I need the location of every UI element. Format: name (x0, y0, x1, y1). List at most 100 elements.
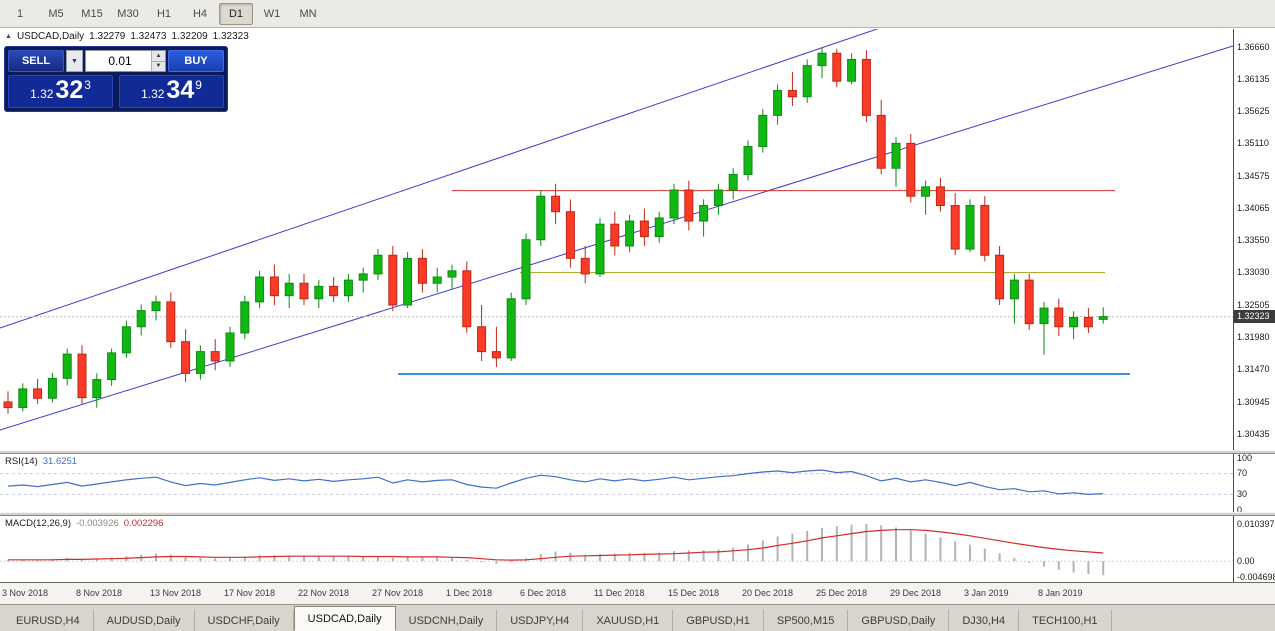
lot-increment-button[interactable]: ▲ (152, 51, 165, 62)
timeframe-button-m30[interactable]: M30 (117, 7, 139, 20)
time-axis-label: 3 Jan 2019 (964, 588, 1009, 598)
trendline-channel-upper[interactable] (0, 27, 881, 329)
collapse-triangle-icon[interactable]: ▲ (5, 33, 12, 40)
timeframe-button-m5[interactable]: M5 (48, 7, 64, 20)
timeframe-button-h4[interactable]: H4 (192, 7, 208, 20)
candle-body (210, 351, 220, 362)
time-axis-label: 8 Nov 2018 (76, 588, 123, 598)
chart-tab-tech100-h1[interactable]: TECH100,H1 (1019, 609, 1112, 631)
price-axis-label: 1.33550 (1237, 234, 1270, 245)
candle-body (47, 377, 57, 399)
candle-body (536, 195, 546, 241)
candle-body (950, 205, 960, 250)
candle-body (551, 195, 561, 213)
price-axis-label: 1.30945 (1237, 396, 1270, 407)
candle-body (225, 332, 235, 362)
time-axis-label: 6 Dec 2018 (520, 588, 567, 598)
one-click-trading-panel: SELL ▼ ▲ ▼ BUY 1.32 32 3 1.32 34 9 (4, 46, 228, 112)
chart-tab-sp500-m15[interactable]: SP500,M15 (764, 609, 849, 631)
price-axis-label: 1.36660 (1237, 41, 1270, 52)
candle-body (773, 90, 783, 116)
candle-body (255, 276, 265, 303)
rsi-axis-label: 0 (1237, 504, 1243, 515)
candle-body (861, 58, 871, 116)
bid-price-display[interactable]: 1.32 32 3 (8, 75, 113, 108)
chart-tab-usdcnh-daily[interactable]: USDCNH,Daily (396, 609, 498, 631)
ask-price-display[interactable]: 1.32 34 9 (119, 75, 224, 108)
timeframe-button-m15[interactable]: M15 (81, 7, 103, 20)
chart-tab-usdjpy-h4[interactable]: USDJPY,H4 (497, 609, 584, 631)
chart-tabs-bar: EURUSD,H4 AUDUSD,Daily USDCHF,Daily USDCAD,… (0, 604, 1275, 631)
candle-body (506, 298, 516, 359)
chart-tab-usdchf-daily[interactable]: USDCHF,Daily (195, 609, 294, 631)
candle-body (269, 276, 279, 297)
ohlc-low: 1.32209 (171, 31, 208, 42)
candle-body (151, 301, 161, 312)
chart-tab-audusd-daily[interactable]: AUDUSD,Daily (94, 609, 195, 631)
lot-size-input[interactable] (86, 53, 165, 69)
candle-body (92, 379, 102, 399)
candle-body (699, 205, 709, 222)
chart-tab-eurusd-h4[interactable]: EURUSD,H4 (3, 609, 94, 631)
macd-signal-line (8, 529, 1104, 561)
buy-button[interactable]: BUY (168, 50, 224, 72)
chart-tab-gbpusd-daily[interactable]: GBPUSD,Daily (848, 609, 950, 631)
chart-title: ▲ USDCAD,Daily 1.32279 1.32473 1.32209 1… (5, 31, 249, 42)
candle-body (891, 142, 901, 169)
timeframe-toolbar: 1 M5 M15 M30 H1 H4 D1 W1 MN (0, 0, 1275, 28)
candle-body (832, 52, 842, 82)
ask-prefix: 1.32 (141, 87, 165, 101)
chart-tab-usdcad-daily[interactable]: USDCAD,Daily (293, 606, 396, 631)
candle-body (77, 353, 87, 399)
timeframe-button-mn[interactable]: MN (299, 7, 317, 20)
candle-body (166, 301, 176, 343)
chart-tab-gbpusd-h1[interactable]: GBPUSD,H1 (673, 609, 764, 631)
panel-splitter[interactable] (0, 512, 1275, 516)
ask-pips: 34 (166, 76, 195, 104)
price-chart-canvas[interactable] (0, 27, 1234, 450)
sell-button[interactable]: SELL (8, 50, 64, 72)
chart-tab-dj30-h4[interactable]: DJ30,H4 (949, 609, 1020, 631)
candle-body (284, 282, 294, 297)
candle-body (1009, 279, 1019, 300)
candle-body (358, 273, 368, 281)
candle-body (965, 205, 975, 250)
macd-panel: MACD(12,26,9) -0.003926 0.002296 (0, 516, 1233, 582)
macd-main-value: -0.003926 (76, 518, 119, 529)
rsi-line (7, 469, 1104, 496)
panel-splitter[interactable] (0, 450, 1275, 454)
price-axis-label: 1.36135 (1237, 74, 1270, 85)
price-axis[interactable]: 1.36660 1.36135 1.35625 1.35110 1.34575 1.340… (1233, 29, 1275, 582)
candle-body (580, 257, 590, 275)
price-chart[interactable] (0, 27, 1234, 450)
price-axis-label: 1.35625 (1237, 105, 1270, 116)
candle-body (491, 351, 501, 359)
candle-body (314, 285, 324, 300)
macd-name: MACD(12,26,9) (5, 518, 71, 529)
price-axis-label: 1.31470 (1237, 364, 1270, 375)
candle-body (33, 388, 43, 399)
timeframe-button-h1[interactable]: H1 (156, 7, 172, 20)
candle-body (802, 65, 812, 98)
timeframe-button-w1[interactable]: W1 (263, 7, 281, 20)
candle-body (462, 270, 472, 328)
candle-body (373, 254, 383, 275)
rsi-axis-label: 30 (1237, 488, 1248, 499)
candle-body (181, 341, 191, 374)
time-axis-label: 22 Nov 2018 (298, 588, 350, 598)
time-axis-label: 20 Dec 2018 (742, 588, 794, 598)
candle-body (417, 257, 427, 284)
chart-tab-xauusd-h1[interactable]: XAUUSD,H1 (583, 609, 674, 631)
time-axis[interactable]: 3 Nov 2018 8 Nov 2018 13 Nov 2018 17 Nov 20… (0, 582, 1275, 604)
bid-pips: 32 (55, 76, 84, 104)
current-price-badge: 1.32323 (1234, 310, 1275, 324)
timeframe-button-1[interactable]: 1 (16, 7, 24, 20)
timeframe-button-d1[interactable]: D1 (219, 2, 253, 25)
candle-body (107, 352, 117, 381)
time-axis-label: 1 Dec 2018 (446, 588, 493, 598)
order-type-dropdown[interactable]: ▼ (66, 50, 83, 72)
ask-point: 9 (195, 78, 202, 92)
rsi-name: RSI(14) (5, 456, 38, 467)
lot-decrement-button[interactable]: ▼ (152, 61, 165, 71)
candle-body (610, 223, 620, 247)
